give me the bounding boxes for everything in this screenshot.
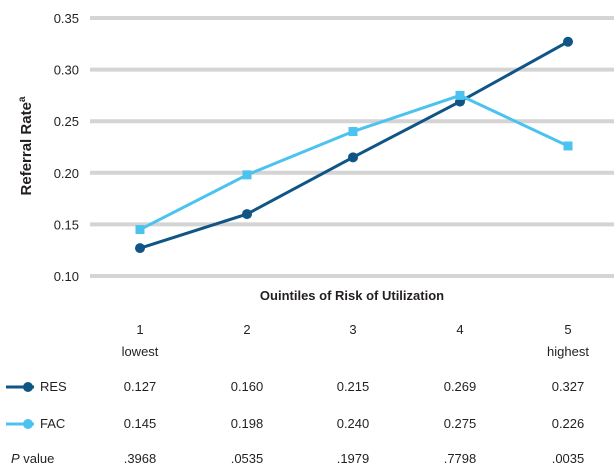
fac-row-label: FAC [40, 416, 66, 431]
table-cell: 0.160 [230, 379, 264, 394]
y-tick-label: 0.20 [54, 166, 79, 181]
res-row-label: RES [40, 379, 67, 394]
gridlines [90, 16, 614, 278]
y-tick-label: 0.15 [54, 217, 79, 232]
x-category-label: 4 [456, 322, 464, 337]
fac-legend-key [6, 419, 34, 429]
data-point-res [242, 209, 252, 220]
p-italic: P [11, 451, 20, 466]
y-tick-label: 0.10 [54, 269, 79, 284]
x-category-sublabel: lowest [121, 344, 159, 359]
table-cell: 0.240 [336, 416, 370, 431]
table-cell: 0.275 [443, 416, 477, 431]
data-point-fac [455, 90, 465, 100]
table-cell: 0.327 [551, 379, 585, 394]
y-tick-label: 0.25 [54, 114, 79, 129]
table-row-label-pvalue: P value [11, 451, 54, 466]
table-cell: .0535 [230, 451, 264, 466]
series-line-res [139, 40, 569, 250]
res-legend-key [6, 382, 34, 392]
table-cell: .0035 [551, 451, 585, 466]
x-category-label: 2 [243, 322, 251, 337]
line-chart: 0.100.150.200.250.300.35 Referral Ratea … [17, 11, 614, 300]
table-cell: 0.226 [551, 416, 585, 431]
table-cell: 0.145 [123, 416, 157, 431]
data-point-res [348, 152, 358, 163]
data-point-fac [563, 141, 573, 151]
y-tick-labels: 0.10 0.15 0.20 0.25 0.30 0.35 [54, 11, 79, 284]
data-point-fac [135, 225, 145, 235]
table-cell: 0.127 [123, 379, 157, 394]
table-cell: .3968 [123, 451, 157, 466]
y-tick-label: 0.30 [54, 63, 79, 78]
table-cell: .7798 [443, 451, 477, 466]
x-category-label: 3 [349, 322, 357, 337]
table-cell: 0.215 [336, 379, 370, 394]
y-axis-label: Referral Ratea [17, 96, 35, 195]
series-line-fac [139, 93, 569, 231]
x-category-label: 1 [136, 322, 144, 337]
table-cell: 0.269 [443, 379, 477, 394]
series-lines [135, 36, 573, 254]
table-cell: .1979 [336, 451, 370, 466]
y-tick-label: 0.35 [54, 11, 79, 26]
data-point-fac [242, 170, 252, 180]
p-value-label-rest: value [19, 451, 55, 466]
table-cell: 0.198 [230, 416, 264, 431]
x-axis-label: Quintiles of Risk of Utilization [260, 288, 444, 300]
data-point-res [135, 243, 145, 254]
data-point-res [563, 36, 573, 47]
data-point-fac [348, 127, 358, 137]
x-category-sublabel: highest [547, 344, 589, 359]
x-category-label: 5 [564, 322, 572, 337]
